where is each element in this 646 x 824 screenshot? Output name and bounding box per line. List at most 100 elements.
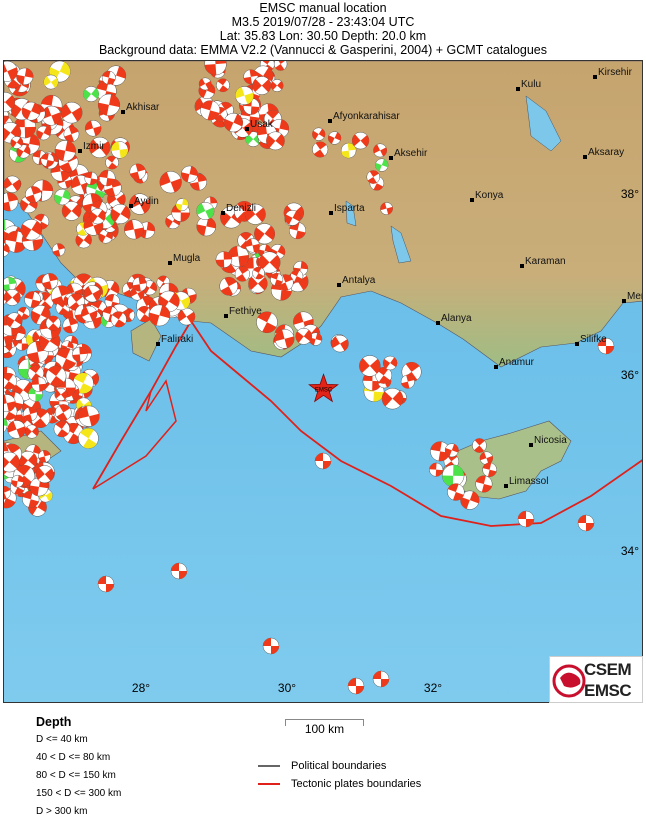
- focal-mechanism[interactable]: [4, 289, 21, 306]
- focal-mechanism[interactable]: [4, 414, 8, 434]
- focal-mechanism[interactable]: [41, 273, 59, 290]
- focal-mechanism[interactable]: [4, 485, 11, 500]
- focal-mechanism[interactable]: [54, 404, 72, 421]
- focal-mechanism[interactable]: [273, 61, 288, 71]
- focal-mechanism[interactable]: [382, 355, 398, 371]
- focal-mechanism[interactable]: [312, 141, 329, 158]
- focal-mechanism[interactable]: [62, 317, 79, 334]
- focal-mechanism[interactable]: [78, 405, 100, 427]
- focal-mechanism[interactable]: [129, 193, 151, 215]
- focal-mechanism[interactable]: [6, 312, 23, 329]
- focal-mechanism[interactable]: [295, 328, 313, 345]
- focal-mechanism[interactable]: [270, 79, 284, 92]
- focal-mechanism[interactable]: [284, 210, 301, 226]
- focal-mechanism[interactable]: [597, 337, 615, 355]
- focal-mechanism[interactable]: [366, 170, 381, 184]
- focal-mechanism[interactable]: [4, 293, 7, 305]
- focal-mechanism[interactable]: [53, 420, 71, 438]
- focal-mechanism[interactable]: [351, 132, 370, 150]
- focal-mechanism[interactable]: [266, 131, 285, 151]
- focal-mechanism[interactable]: [340, 142, 357, 159]
- focal-mechanism[interactable]: [196, 216, 217, 237]
- focal-mechanism[interactable]: [429, 462, 444, 477]
- focal-mechanism[interactable]: [89, 136, 111, 159]
- focal-mechanism[interactable]: [235, 86, 254, 105]
- focal-mechanism[interactable]: [258, 251, 281, 274]
- focal-mechanism[interactable]: [252, 76, 272, 95]
- focal-mechanism[interactable]: [312, 127, 326, 141]
- focal-mechanism[interactable]: [442, 464, 465, 487]
- focal-mechanism[interactable]: [132, 276, 147, 292]
- focal-mechanism[interactable]: [83, 86, 99, 102]
- focal-mechanism[interactable]: [21, 101, 41, 121]
- focal-mechanism[interactable]: [245, 131, 261, 147]
- focal-mechanism[interactable]: [81, 305, 98, 322]
- focal-mechanism[interactable]: [61, 201, 82, 221]
- focal-mechanism[interactable]: [16, 144, 31, 159]
- focal-mechanism[interactable]: [40, 153, 55, 167]
- focal-mechanism[interactable]: [252, 266, 265, 280]
- focal-mechanism[interactable]: [375, 158, 389, 172]
- focal-mechanism[interactable]: [110, 141, 129, 159]
- focal-mechanism[interactable]: [375, 367, 393, 384]
- focal-mechanism[interactable]: [223, 113, 244, 133]
- focal-mechanism[interactable]: [200, 100, 221, 121]
- focal-mechanism[interactable]: [159, 171, 182, 194]
- focal-mechanism[interactable]: [4, 175, 21, 193]
- focal-mechanism[interactable]: [444, 443, 459, 458]
- focal-mechanism[interactable]: [7, 420, 26, 439]
- focal-mechanism[interactable]: [110, 311, 127, 328]
- focal-mechanism[interactable]: [314, 452, 332, 470]
- focal-mechanism[interactable]: [63, 126, 80, 142]
- focal-mechanism[interactable]: [10, 136, 24, 149]
- focal-mechanism[interactable]: [4, 394, 16, 413]
- focal-mechanism[interactable]: [97, 93, 121, 116]
- seismicity-map[interactable]: Akhisar Usak Afyonkarahisar Kulu Kirsehir Izm…: [3, 60, 643, 703]
- epicenter-marker[interactable]: EMSC: [308, 373, 339, 403]
- focal-mechanism[interactable]: [245, 238, 260, 253]
- focal-mechanism[interactable]: [400, 374, 415, 389]
- focal-mechanism[interactable]: [372, 670, 390, 688]
- focal-mechanism[interactable]: [54, 388, 68, 401]
- focal-mechanism[interactable]: [289, 222, 306, 240]
- focal-mechanism[interactable]: [4, 242, 10, 257]
- focal-mechanism[interactable]: [216, 78, 230, 93]
- focal-mechanism[interactable]: [577, 514, 595, 532]
- focal-mechanism[interactable]: [274, 329, 295, 349]
- focal-mechanism[interactable]: [327, 131, 342, 145]
- focal-mechanism[interactable]: [78, 428, 99, 449]
- focal-mechanism[interactable]: [24, 291, 41, 308]
- focal-mechanism[interactable]: [4, 276, 17, 292]
- focal-mechanism[interactable]: [4, 61, 18, 82]
- focal-mechanism[interactable]: [472, 438, 487, 453]
- focal-mechanism[interactable]: [45, 315, 61, 331]
- focal-mechanism[interactable]: [20, 219, 42, 241]
- focal-mechanism[interactable]: [244, 203, 266, 225]
- focal-mechanism[interactable]: [16, 67, 34, 85]
- focal-mechanism[interactable]: [25, 186, 42, 203]
- focal-mechanism[interactable]: [54, 140, 76, 162]
- focal-mechanism[interactable]: [175, 198, 189, 212]
- focal-mechanism[interactable]: [11, 474, 24, 488]
- focal-mechanism[interactable]: [38, 450, 51, 463]
- focal-mechanism[interactable]: [89, 208, 106, 225]
- focal-mechanism[interactable]: [110, 204, 131, 224]
- focal-mechanism[interactable]: [99, 169, 116, 187]
- focal-mechanism[interactable]: [72, 346, 88, 363]
- focal-mechanism[interactable]: [460, 490, 480, 510]
- focal-mechanism[interactable]: [181, 165, 198, 183]
- focal-mechanism[interactable]: [177, 307, 196, 326]
- focal-mechanism[interactable]: [98, 229, 113, 244]
- focal-mechanism[interactable]: [105, 155, 119, 170]
- focal-mechanism[interactable]: [373, 143, 388, 158]
- focal-mechanism[interactable]: [31, 376, 47, 392]
- focal-mechanism[interactable]: [54, 188, 71, 206]
- focal-mechanism[interactable]: [60, 101, 83, 124]
- focal-mechanism[interactable]: [262, 637, 280, 655]
- focal-mechanism[interactable]: [43, 74, 59, 90]
- focal-mechanism[interactable]: [215, 251, 233, 268]
- focal-mechanism[interactable]: [198, 77, 212, 91]
- focal-mechanism[interactable]: [254, 223, 276, 245]
- focal-mechanism[interactable]: [475, 475, 493, 493]
- focal-mechanism[interactable]: [41, 105, 62, 126]
